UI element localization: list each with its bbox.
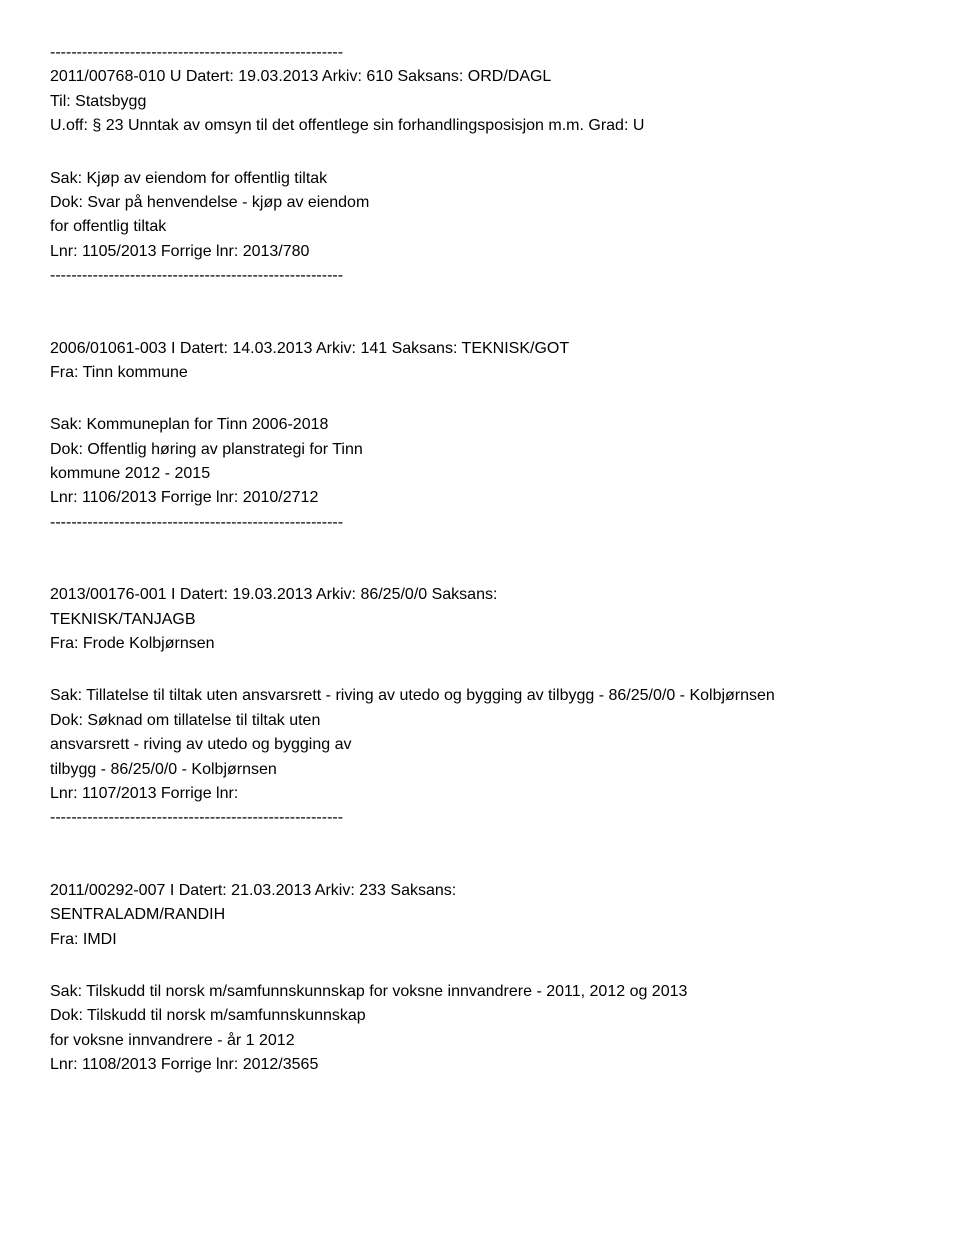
lnr-line: Lnr: 1108/2013 Forrige lnr: 2012/3565 — [50, 1054, 910, 1076]
sak-line: Sak: Kommuneplan for Tinn 2006-2018 — [50, 414, 910, 436]
separator-top: ----------------------------------------… — [50, 42, 910, 64]
header-line2: SENTRALADM/RANDIH — [50, 904, 910, 926]
dok-line: for offentlig tiltak — [50, 216, 910, 238]
header-line: 2011/00292-007 I Datert: 21.03.2013 Arki… — [50, 880, 910, 902]
dok-line: Dok: Svar på henvendelse - kjøp av eiend… — [50, 192, 910, 214]
journal-entry: 2006/01061-003 I Datert: 14.03.2013 Arki… — [50, 338, 910, 535]
journal-entry: 2011/00768-010 U Datert: 19.03.2013 Arki… — [50, 66, 910, 287]
fra-line: Fra: Tinn kommune — [50, 362, 910, 384]
uoff-line: U.off: § 23 Unntak av omsyn til det offe… — [50, 115, 910, 137]
dok-line: Dok: Tilskudd til norsk m/samfunnskunnsk… — [50, 1005, 910, 1027]
fra-line: Fra: Frode Kolbjørnsen — [50, 633, 910, 655]
sak-line: Sak: Tillatelse til tiltak uten ansvarsr… — [50, 685, 910, 707]
journal-entry: 2013/00176-001 I Datert: 19.03.2013 Arki… — [50, 584, 910, 830]
sak-line: Sak: Tilskudd til norsk m/samfunnskunnsk… — [50, 981, 910, 1003]
dok-line: kommune 2012 - 2015 — [50, 463, 910, 485]
fra-line: Fra: IMDI — [50, 929, 910, 951]
sak-line: Sak: Kjøp av eiendom for offentlig tilta… — [50, 168, 910, 190]
lnr-line: Lnr: 1105/2013 Forrige lnr: 2013/780 — [50, 241, 910, 263]
dok-line: Dok: Søknad om tillatelse til tiltak ute… — [50, 710, 910, 732]
lnr-line: Lnr: 1106/2013 Forrige lnr: 2010/2712 — [50, 487, 910, 509]
dok-line: for voksne innvandrere - år 1 2012 — [50, 1030, 910, 1052]
til-line: Til: Statsbygg — [50, 91, 910, 113]
lnr-line: Lnr: 1107/2013 Forrige lnr: — [50, 783, 910, 805]
separator: ----------------------------------------… — [50, 807, 910, 829]
journal-entry: 2011/00292-007 I Datert: 21.03.2013 Arki… — [50, 880, 910, 1077]
dok-line: Dok: Offentlig høring av planstrategi fo… — [50, 439, 910, 461]
separator: ----------------------------------------… — [50, 265, 910, 287]
header-line: 2013/00176-001 I Datert: 19.03.2013 Arki… — [50, 584, 910, 606]
dok-line: ansvarsrett - riving av utedo og bygging… — [50, 734, 910, 756]
separator: ----------------------------------------… — [50, 512, 910, 534]
dok-line: tilbygg - 86/25/0/0 - Kolbjørnsen — [50, 759, 910, 781]
header-line: 2006/01061-003 I Datert: 14.03.2013 Arki… — [50, 338, 910, 360]
header-line: 2011/00768-010 U Datert: 19.03.2013 Arki… — [50, 66, 910, 88]
header-line2: TEKNISK/TANJAGB — [50, 609, 910, 631]
